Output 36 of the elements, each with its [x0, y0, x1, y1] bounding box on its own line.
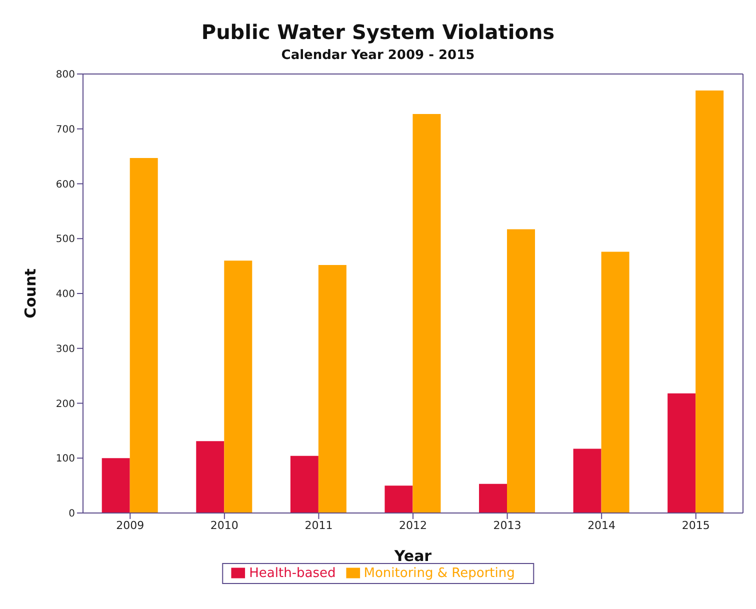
x-tick-label: 2010 [210, 518, 238, 532]
x-tick-label: 2013 [493, 518, 522, 532]
y-tick-label: 700 [56, 124, 75, 136]
bar [130, 158, 158, 513]
y-axis-title: Count [21, 268, 40, 318]
x-axis-title: Year [393, 547, 432, 565]
chart-title: Public Water System Violations [200, 19, 556, 44]
y-tick-label: 100 [56, 454, 75, 465]
bar [318, 264, 346, 513]
bar [668, 393, 696, 513]
bar [102, 458, 130, 513]
bar [412, 114, 441, 513]
x-tick-label: 2012 [399, 518, 427, 532]
y-tick-label: 200 [56, 398, 75, 410]
y-tick-label: 500 [56, 234, 75, 246]
chart-subtitle: Calendar Year 2009 - 2015 [280, 48, 476, 63]
legend-label: Health-based [249, 566, 336, 581]
bar [290, 456, 318, 513]
x-tick-label: 2011 [304, 518, 333, 532]
y-tick-label: 0 [68, 508, 75, 520]
y-tick-label: 600 [56, 179, 75, 190]
bar [601, 252, 630, 513]
x-tick-label: 2014 [588, 518, 616, 532]
y-tick-label: 300 [56, 344, 75, 355]
x-tick-label: 2009 [116, 518, 144, 532]
bar [224, 260, 252, 513]
bar [573, 448, 602, 513]
bar [196, 441, 224, 513]
bar [384, 486, 413, 513]
y-tick-label: 800 [56, 70, 75, 81]
bar [696, 90, 724, 513]
legend-label: Monitoring & Reporting [364, 566, 515, 581]
y-tick-label: 400 [56, 289, 75, 300]
bar [507, 229, 535, 513]
x-tick-label: 2015 [682, 518, 710, 532]
bar [479, 484, 507, 513]
